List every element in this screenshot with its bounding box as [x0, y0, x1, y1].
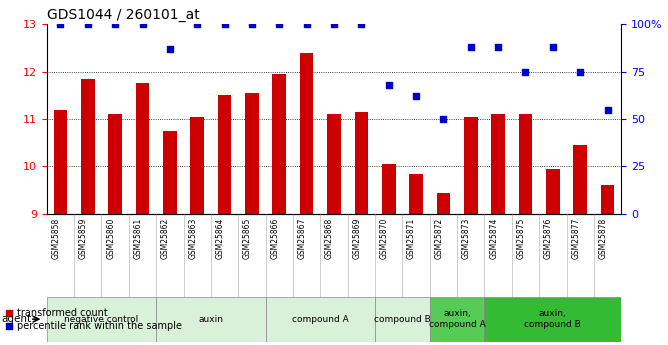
Point: [301, 21, 312, 27]
Text: GSM25868: GSM25868: [325, 218, 334, 259]
Text: GSM25872: GSM25872: [434, 218, 444, 259]
Text: compound B: compound B: [374, 315, 431, 324]
Point: [192, 21, 202, 27]
Bar: [81, 79, 95, 214]
Text: GSM25864: GSM25864: [216, 218, 224, 259]
Text: GSM25875: GSM25875: [516, 218, 526, 259]
Bar: [47, 297, 156, 342]
Text: GDS1044 / 260101_at: GDS1044 / 260101_at: [47, 8, 200, 22]
Bar: [601, 186, 615, 214]
Point: [164, 46, 175, 51]
Bar: [327, 114, 341, 214]
Text: compound A: compound A: [292, 315, 349, 324]
Point: [82, 21, 93, 27]
Point: [356, 21, 367, 27]
Bar: [430, 297, 484, 342]
Bar: [518, 114, 532, 214]
Bar: [245, 93, 259, 214]
Text: GSM25874: GSM25874: [489, 218, 498, 259]
Bar: [375, 297, 430, 342]
Text: GSM25866: GSM25866: [271, 218, 279, 259]
Point: [274, 21, 285, 27]
Bar: [266, 297, 375, 342]
Bar: [464, 117, 478, 214]
Bar: [273, 74, 286, 214]
Bar: [382, 164, 395, 214]
Text: GSM25861: GSM25861: [134, 218, 142, 259]
Point: [329, 21, 339, 27]
Bar: [484, 297, 621, 342]
Text: auxin: auxin: [198, 315, 223, 324]
Bar: [409, 174, 423, 214]
Bar: [355, 112, 368, 214]
Point: [493, 44, 504, 50]
Point: [411, 93, 422, 99]
Text: GSM25865: GSM25865: [243, 218, 252, 259]
Text: auxin,
compound B: auxin, compound B: [524, 309, 581, 329]
Text: negative control: negative control: [64, 315, 138, 324]
Bar: [53, 110, 67, 214]
Bar: [136, 83, 150, 214]
Bar: [491, 114, 505, 214]
Text: GSM25873: GSM25873: [462, 218, 471, 259]
Bar: [437, 193, 450, 214]
Text: GSM25860: GSM25860: [106, 218, 115, 259]
Point: [383, 82, 394, 88]
Text: GSM25862: GSM25862: [161, 218, 170, 259]
Point: [603, 107, 613, 112]
Bar: [546, 169, 560, 214]
Point: [246, 21, 257, 27]
Point: [438, 116, 449, 122]
Point: [575, 69, 586, 74]
Legend: transformed count, percentile rank within the sample: transformed count, percentile rank withi…: [5, 308, 182, 332]
Text: auxin,
compound A: auxin, compound A: [429, 309, 486, 329]
Text: GSM25878: GSM25878: [599, 218, 608, 259]
Text: GSM25867: GSM25867: [298, 218, 307, 259]
Text: agent: agent: [1, 314, 31, 324]
Point: [110, 21, 120, 27]
Bar: [300, 52, 313, 214]
Bar: [190, 117, 204, 214]
Text: GSM25863: GSM25863: [188, 218, 197, 259]
Text: GSM25871: GSM25871: [407, 218, 416, 259]
Text: GSM25859: GSM25859: [79, 218, 88, 259]
Point: [55, 21, 65, 27]
Bar: [218, 95, 231, 214]
Text: GSM25877: GSM25877: [571, 218, 580, 259]
Point: [137, 21, 148, 27]
Text: GSM25876: GSM25876: [544, 218, 553, 259]
Point: [520, 69, 531, 74]
Point: [466, 44, 476, 50]
Text: GSM25858: GSM25858: [51, 218, 60, 259]
Bar: [573, 145, 587, 214]
Bar: [163, 131, 177, 214]
Bar: [108, 114, 122, 214]
Point: [219, 21, 230, 27]
Text: GSM25869: GSM25869: [352, 218, 361, 259]
Point: [548, 44, 558, 50]
Bar: [156, 297, 266, 342]
Text: GSM25870: GSM25870: [379, 218, 389, 259]
